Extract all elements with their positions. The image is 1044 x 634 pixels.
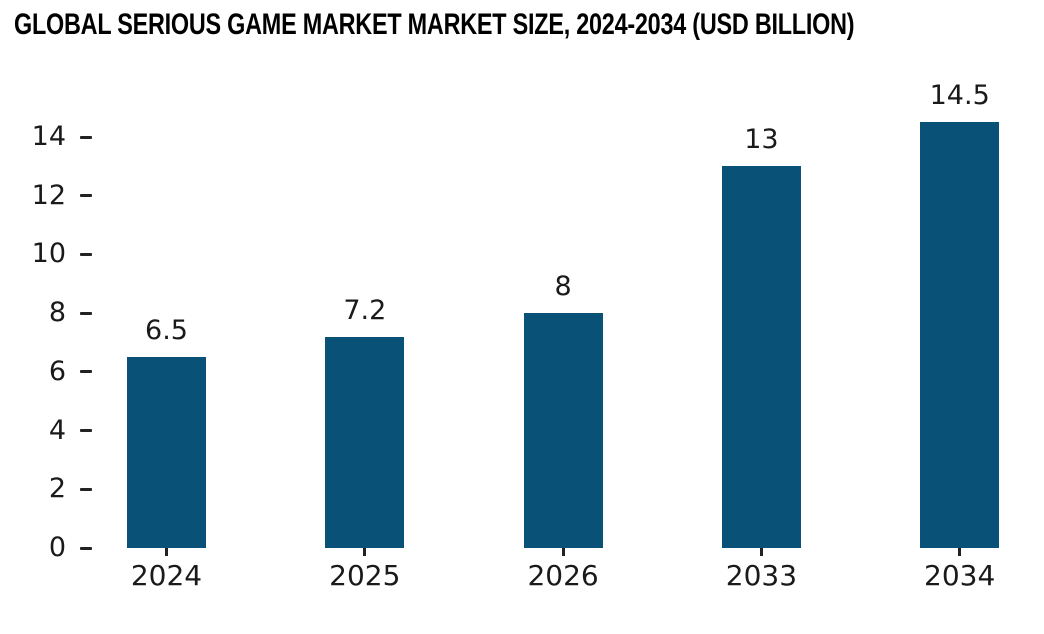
bar-2026 [523,313,603,548]
bar-value-label: 13 [744,124,779,156]
y-tick-mark [80,194,92,198]
chart-title: GLOBAL SERIOUS GAME MARKET MARKET SIZE, … [14,8,855,41]
y-tick-label: 4 [48,414,66,446]
x-axis-category-label: 2026 [527,559,599,592]
bar-2024 [127,357,206,548]
bar-2034 [920,122,1000,548]
y-tick-mark [80,546,92,550]
x-axis-category-label: 2033 [725,559,798,592]
y-tick-label: 12 [31,179,66,211]
x-tick-mark [363,548,367,556]
y-tick-label: 10 [31,238,66,270]
y-tick-mark [80,370,92,374]
x-tick-mark [165,548,168,556]
x-tick-mark [561,548,565,556]
y-tick-label: 14 [31,121,66,152]
x-axis-category-label: 2024 [130,559,203,592]
x-tick-mark [958,548,962,556]
y-tick-mark [80,311,92,315]
y-tick-label: 6 [48,355,66,387]
bar-value-label: 8 [554,271,572,303]
y-tick-mark [80,487,92,491]
y-tick-mark [80,135,92,139]
bar-2033 [721,166,801,548]
bar-2025 [325,336,405,548]
y-tick-label: 8 [48,297,66,329]
y-tick-mark [80,429,92,433]
bar-value-label: 14.5 [929,80,990,112]
x-axis-category-label: 2034 [924,559,996,592]
bar-value-label: 7.2 [343,294,387,326]
x-tick-mark [759,548,763,556]
y-tick-label: 0 [48,532,66,563]
y-tick-label: 2 [48,473,66,505]
bar-value-label: 6.5 [145,315,188,347]
x-axis-category-label: 2025 [329,559,401,592]
y-tick-mark [80,252,92,256]
